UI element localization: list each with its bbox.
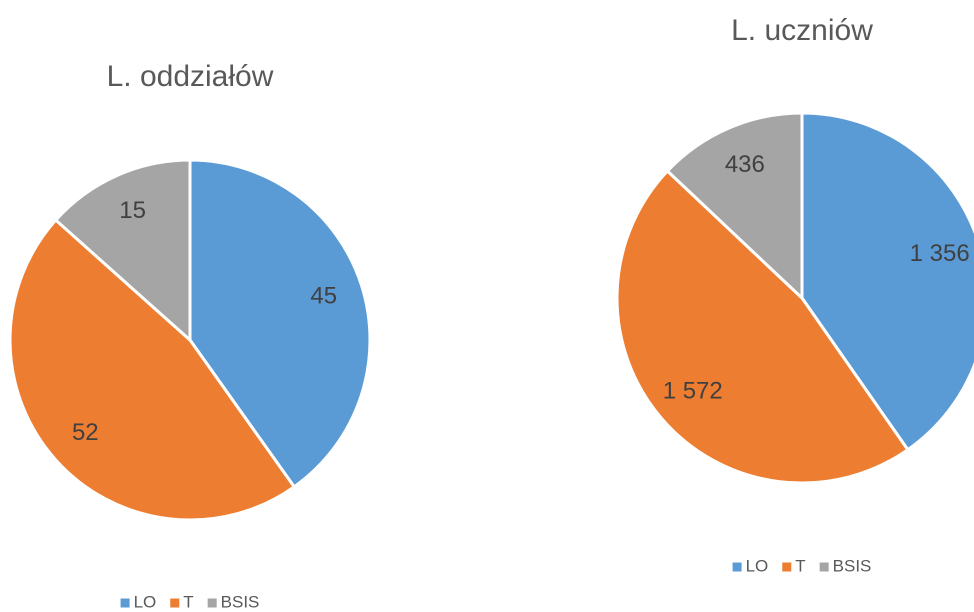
pie-slice (665, 111, 804, 302)
chart-title: L. oddziałów (107, 60, 274, 93)
legend-label: T (183, 592, 193, 611)
data-label: 52 (72, 419, 99, 446)
pie-slice (615, 168, 910, 485)
pie-slice (53, 158, 192, 344)
legend-swatch (120, 598, 130, 608)
pie-slice (800, 111, 974, 452)
pie-slice (8, 217, 297, 522)
legend-swatch (207, 598, 217, 608)
data-label: 1 572 (663, 378, 723, 405)
pie-slice (188, 158, 372, 489)
legend-label: LO (746, 556, 769, 575)
legend-swatch (170, 598, 180, 608)
chart-title: L. uczniów (731, 14, 873, 47)
data-label: 436 (725, 151, 765, 178)
data-label: 1 356 (910, 240, 970, 267)
legend-swatch (782, 562, 792, 572)
data-label: 15 (119, 197, 146, 224)
legend-label: BSIS (221, 592, 260, 611)
legend-label: BSIS (833, 556, 872, 575)
legend-label: LO (134, 592, 157, 611)
legend-swatch (819, 562, 829, 572)
legend-swatch (732, 562, 742, 572)
data-label: 45 (310, 283, 337, 310)
legend-label: T (795, 556, 805, 575)
